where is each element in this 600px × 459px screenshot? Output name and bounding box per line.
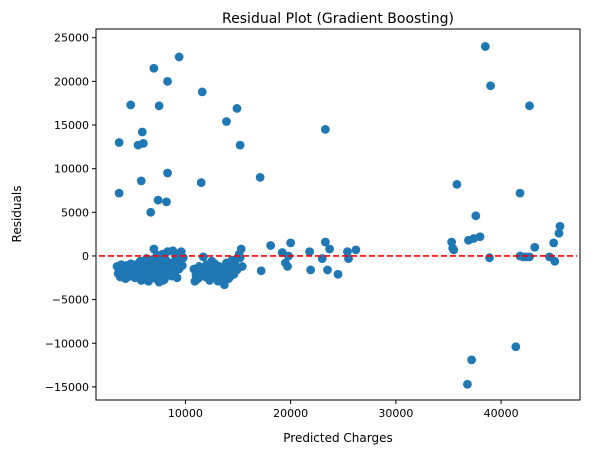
data-point (235, 140, 245, 150)
data-point (196, 178, 206, 188)
plot-frame (95, 28, 581, 401)
data-point (325, 244, 334, 254)
x-tick-label: 30000 (378, 407, 413, 420)
data-point (198, 252, 208, 262)
data-point (343, 247, 352, 256)
data-point (266, 241, 276, 250)
y-axis-label: Residuals (10, 186, 24, 243)
data-point (305, 247, 314, 256)
data-point (162, 197, 171, 207)
data-point (452, 179, 462, 189)
data-point (351, 245, 361, 255)
x-axis: 10000 20000 30000 40000 (168, 400, 519, 420)
data-point (323, 265, 332, 275)
data-point (475, 232, 485, 242)
data-point (306, 265, 316, 275)
data-point (283, 262, 292, 271)
data-point (236, 244, 246, 254)
data-point (177, 261, 187, 270)
data-point (256, 266, 266, 276)
data-point (463, 379, 472, 389)
data-point (530, 242, 540, 252)
x-tick-label: 20000 (273, 407, 308, 420)
data-point (122, 273, 131, 283)
y-tick-label: 15000 (54, 119, 89, 132)
data-point (555, 221, 565, 231)
data-point (511, 342, 521, 352)
data-point (126, 100, 136, 110)
data-point (515, 188, 525, 198)
data-point (114, 138, 124, 147)
data-point (550, 256, 560, 266)
data-point (154, 101, 164, 111)
y-tick-label: 5000 (61, 206, 89, 219)
data-point (320, 237, 330, 247)
data-point (554, 228, 564, 238)
data-point (525, 101, 534, 111)
y-tick-label: 0 (82, 250, 89, 263)
data-point (153, 261, 163, 270)
data-point (486, 81, 495, 91)
data-point (235, 253, 245, 263)
scatter-points (112, 42, 565, 389)
data-point (131, 265, 141, 275)
data-point (549, 238, 559, 248)
data-point (197, 87, 207, 97)
data-point (163, 76, 172, 86)
data-point (449, 245, 459, 255)
data-point (178, 253, 188, 263)
x-tick-label: 40000 (484, 407, 519, 420)
data-point (158, 276, 168, 285)
data-point (232, 104, 242, 113)
y-tick-label: −10000 (45, 337, 89, 350)
y-tick-label: 20000 (54, 75, 89, 88)
data-point (138, 138, 148, 148)
data-point (467, 355, 477, 365)
y-tick-label: 25000 (54, 32, 89, 45)
data-point (141, 275, 150, 284)
data-point (146, 207, 156, 217)
x-axis-label: Predicted Charges (283, 431, 392, 445)
data-point (471, 211, 481, 221)
data-point (153, 195, 163, 205)
data-point (174, 52, 184, 62)
data-point (170, 256, 180, 266)
data-point (114, 188, 124, 198)
data-point (149, 63, 159, 73)
data-point (172, 273, 182, 283)
data-point (166, 269, 176, 278)
data-point (333, 269, 343, 279)
data-point (237, 262, 247, 271)
y-tick-label: −5000 (52, 294, 89, 307)
data-point (485, 253, 494, 263)
x-tick-label: 10000 (168, 407, 203, 420)
data-point (137, 127, 147, 137)
data-point (480, 42, 490, 51)
chart-title: Residual Plot (Gradient Boosting) (222, 11, 454, 27)
data-point (163, 168, 172, 178)
y-axis: −15000 −10000 −5000 0 5000 10000 15000 20000 250… (45, 32, 96, 394)
y-tick-label: −15000 (45, 381, 89, 394)
data-point (136, 176, 146, 186)
data-point (286, 238, 296, 248)
y-tick-label: 10000 (54, 163, 89, 176)
data-point (320, 124, 330, 134)
data-point (255, 173, 265, 182)
data-point (525, 252, 534, 262)
data-point (222, 117, 231, 126)
